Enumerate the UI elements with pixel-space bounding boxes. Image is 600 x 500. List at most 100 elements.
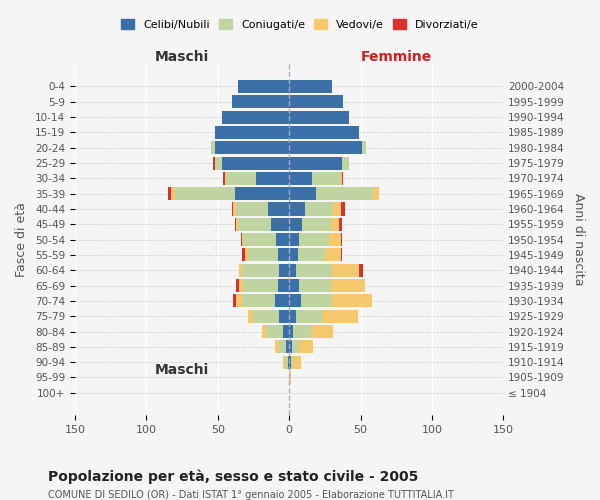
Bar	[296, 264, 332, 277]
Bar	[248, 310, 253, 322]
Bar	[342, 172, 343, 185]
Bar	[341, 233, 342, 246]
Bar	[277, 233, 289, 246]
Bar	[286, 340, 289, 353]
Bar	[242, 233, 244, 246]
Bar	[283, 325, 289, 338]
Bar	[339, 218, 342, 231]
Bar	[289, 279, 299, 292]
Bar	[241, 233, 242, 246]
Bar	[302, 218, 331, 231]
Bar	[268, 202, 289, 215]
Bar	[222, 110, 289, 124]
Bar	[329, 233, 341, 246]
Bar	[283, 356, 285, 368]
Bar	[289, 233, 299, 246]
Bar	[238, 218, 271, 231]
Bar	[293, 356, 301, 368]
Bar	[211, 141, 215, 154]
Bar	[278, 248, 289, 262]
Bar	[331, 279, 365, 292]
Bar	[232, 202, 233, 215]
Bar	[289, 80, 332, 93]
Bar	[262, 325, 266, 338]
Bar	[289, 187, 316, 200]
Bar	[296, 310, 322, 322]
Bar	[215, 141, 289, 154]
Y-axis label: Fasce di età: Fasce di età	[15, 202, 28, 277]
Bar	[298, 248, 325, 262]
Bar	[290, 356, 293, 368]
Bar	[168, 187, 170, 200]
Text: Femmine: Femmine	[361, 50, 432, 64]
Bar	[299, 233, 329, 246]
Bar	[236, 294, 242, 308]
Bar	[256, 172, 289, 185]
Bar	[312, 172, 341, 185]
Bar	[232, 96, 289, 108]
Bar	[289, 371, 290, 384]
Bar	[279, 264, 289, 277]
Bar	[233, 202, 236, 215]
Bar	[289, 310, 296, 322]
Bar	[316, 187, 373, 200]
Bar	[223, 172, 225, 185]
Bar	[236, 279, 239, 292]
Bar	[245, 248, 248, 262]
Bar	[236, 202, 268, 215]
Bar	[279, 340, 286, 353]
Bar	[235, 218, 236, 231]
Bar	[289, 202, 305, 215]
Bar	[289, 126, 359, 139]
Bar	[289, 248, 298, 262]
Text: Popolazione per età, sesso e stato civile - 2005: Popolazione per età, sesso e stato civil…	[48, 470, 418, 484]
Bar	[289, 356, 290, 368]
Bar	[226, 172, 256, 185]
Bar	[289, 96, 343, 108]
Bar	[285, 356, 288, 368]
Bar	[235, 187, 289, 200]
Bar	[222, 156, 289, 170]
Bar	[293, 325, 311, 338]
Bar	[341, 248, 342, 262]
Bar	[341, 202, 345, 215]
Bar	[215, 156, 222, 170]
Bar	[244, 279, 278, 292]
Bar	[278, 279, 289, 292]
Y-axis label: Anni di nascita: Anni di nascita	[572, 194, 585, 286]
Text: Maschi: Maschi	[155, 363, 209, 377]
Bar	[275, 340, 279, 353]
Bar	[342, 156, 349, 170]
Bar	[239, 279, 244, 292]
Bar	[311, 325, 334, 338]
Bar	[242, 264, 279, 277]
Bar	[239, 264, 242, 277]
Bar	[289, 325, 293, 338]
Bar	[299, 279, 331, 292]
Bar	[331, 218, 339, 231]
Bar	[244, 233, 277, 246]
Bar	[275, 294, 289, 308]
Bar	[332, 264, 359, 277]
Bar	[236, 218, 238, 231]
Bar	[373, 187, 379, 200]
Bar	[301, 294, 332, 308]
Legend: Celibi/Nubili, Coniugati/e, Vedovi/e, Divorziati/e: Celibi/Nubili, Coniugati/e, Vedovi/e, Di…	[118, 16, 482, 33]
Bar	[253, 310, 279, 322]
Bar	[242, 248, 245, 262]
Text: COMUNE DI SEDILO (OR) - Dati ISTAT 1° gennaio 2005 - Elaborazione TUTTITALIA.IT: COMUNE DI SEDILO (OR) - Dati ISTAT 1° ge…	[48, 490, 454, 500]
Bar	[238, 80, 289, 93]
Bar	[292, 340, 299, 353]
Text: Maschi: Maschi	[155, 50, 209, 64]
Bar	[175, 187, 235, 200]
Bar	[341, 172, 342, 185]
Bar	[322, 310, 358, 322]
Bar	[288, 356, 289, 368]
Bar	[289, 156, 342, 170]
Bar	[289, 340, 292, 353]
Bar	[225, 172, 226, 185]
Bar	[325, 248, 341, 262]
Bar	[299, 340, 313, 353]
Bar	[362, 141, 367, 154]
Bar	[359, 264, 364, 277]
